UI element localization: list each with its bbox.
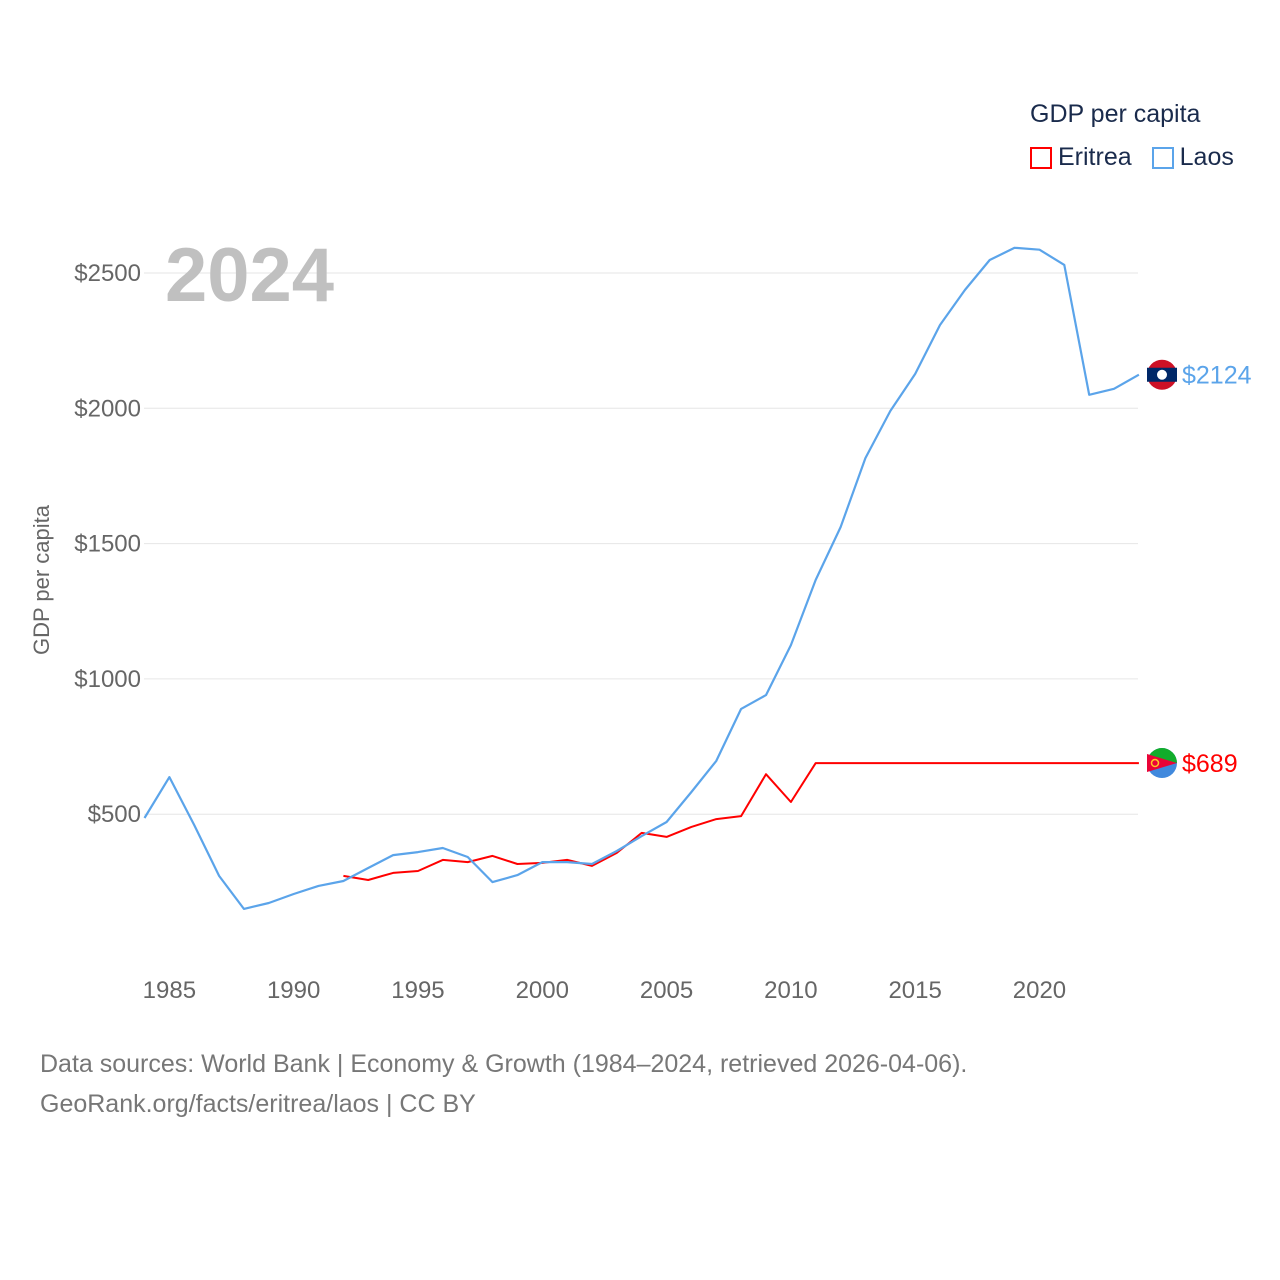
attribution-text: GeoRank.org/facts/eritrea/laos | CC BY — [40, 1090, 476, 1118]
x-tick-label: 2020 — [1013, 977, 1066, 1004]
series-line-laos — [143, 246, 1140, 911]
y-tick-label: $2000 — [74, 395, 141, 422]
y-tick-label: $500 — [88, 801, 141, 828]
y-tick-label: $1000 — [74, 666, 141, 693]
eritrea-flag-emblem — [1150, 758, 1160, 768]
x-tick-label: 2000 — [516, 977, 569, 1004]
x-tick-label: 2010 — [764, 977, 817, 1004]
legend-label-eritrea: Eritrea — [1058, 143, 1132, 171]
x-tick-label: 1995 — [391, 977, 444, 1004]
legend-swatch-eritrea — [1030, 146, 1052, 169]
laos-flag-disc — [1157, 369, 1167, 380]
legend-swatch-laos — [1151, 146, 1174, 169]
series-line-eritrea — [343, 762, 1139, 881]
legend-title: GDP per capita — [1030, 100, 1201, 128]
x-tick-label: 1985 — [143, 977, 196, 1004]
end-value-label-laos: $2124 — [1182, 362, 1252, 390]
data-source-text: Data sources: World Bank | Economy & Gro… — [40, 1050, 968, 1078]
x-tick-label: 2015 — [888, 977, 941, 1004]
footer: Data sources: World Bank | Economy & Gro… — [40, 1044, 967, 1124]
y-tick-label: $2500 — [74, 260, 141, 287]
x-tick-label: 1990 — [267, 977, 320, 1004]
y-tick-label: $1500 — [74, 531, 141, 558]
y-axis-label: GDP per capita — [29, 504, 54, 656]
x-tick-label: 2005 — [640, 977, 693, 1004]
legend: Eritrea Laos — [1030, 143, 1234, 172]
eritrea-flag-red — [1147, 754, 1177, 773]
end-value-label-eritrea: $689 — [1182, 750, 1238, 778]
year-label: 2024 — [165, 233, 335, 318]
legend-item-eritrea[interactable]: Eritrea — [1030, 143, 1132, 172]
legend-item-laos[interactable]: Laos — [1151, 143, 1234, 172]
legend-label-laos: Laos — [1179, 143, 1234, 171]
